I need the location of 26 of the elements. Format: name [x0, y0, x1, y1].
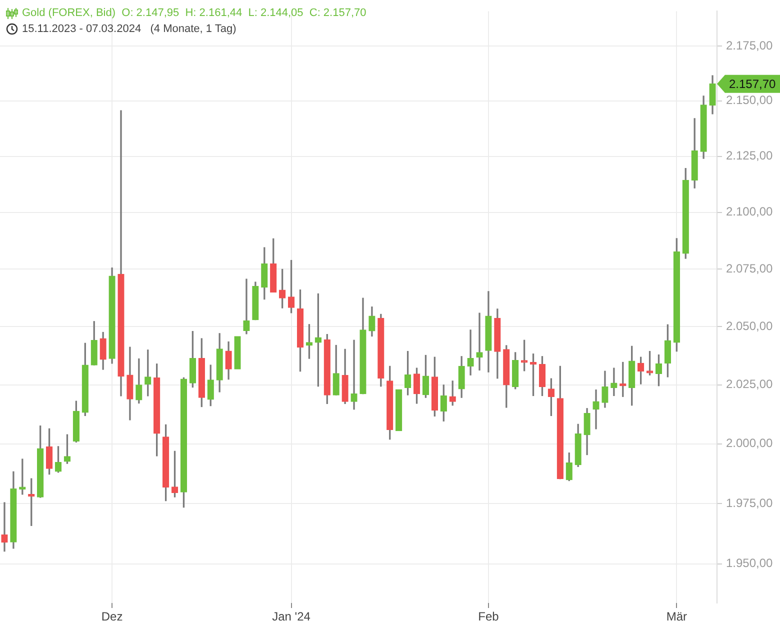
chart-title: Gold (FOREX, Bid) O: 2.147,95 H: 2.161,44 L: 2.144,05 C: 2.157,70	[22, 6, 366, 21]
x-tick-label: Feb	[478, 610, 500, 624]
y-tick-label: 2.050,00	[726, 319, 774, 334]
candlestick	[234, 336, 241, 370]
y-tick-label: 2.025,00	[726, 377, 774, 392]
y-tick-label: 2.075,00	[726, 262, 774, 276]
candlestick	[350, 340, 358, 410]
candlestick	[396, 389, 402, 432]
y-tick-label: 2.125,00	[726, 148, 774, 163]
y-tick-label: 2.175,00	[726, 38, 774, 52]
text: 2.157,70	[729, 77, 776, 92]
y-tick-label: 2.000,00	[726, 436, 774, 450]
candlestick	[592, 390, 600, 430]
y-tick-label: 2.100,00	[726, 204, 774, 219]
candlestick	[467, 330, 474, 376]
y-tick-label: 1.975,00	[726, 496, 774, 510]
x-tick-label: Jan '24	[272, 610, 311, 624]
candlestick	[1, 502, 8, 552]
x-tick-label: Mär	[666, 610, 688, 624]
y-tick-label: 1.950,00	[726, 556, 774, 570]
x-tick-label: Dez	[101, 610, 123, 624]
candlestick	[610, 368, 618, 396]
y-tick-label: 2.150,00	[726, 93, 774, 108]
candlestick	[243, 278, 250, 334]
text: 15.11.2023 - 07.03.2024 (4 Monate, 1 Tag)	[22, 22, 236, 37]
candlestick	[476, 312, 483, 371]
